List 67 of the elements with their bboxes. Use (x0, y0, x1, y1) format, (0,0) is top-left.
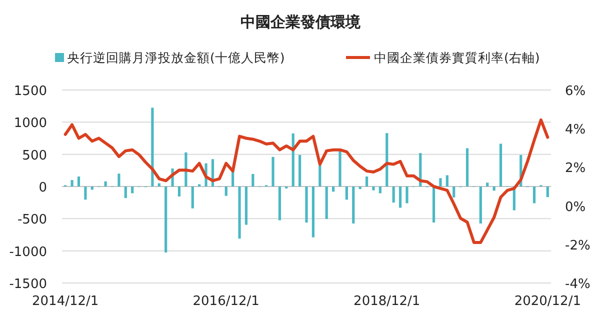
bar (252, 174, 254, 186)
y-tick-label: 0 (38, 180, 47, 196)
x-tick-label: 2016/12/1 (192, 294, 260, 309)
x-tick-label: 2018/12/1 (354, 294, 420, 309)
bar (452, 186, 456, 198)
y-tick-label: -500 (17, 212, 47, 228)
bar (131, 186, 134, 194)
bar (479, 186, 482, 224)
x-tick-label: 2014/12/1 (32, 294, 99, 309)
bar (446, 175, 448, 186)
y-tick-label: 500 (22, 148, 47, 164)
bar (546, 186, 549, 198)
bar (90, 186, 94, 190)
bar (499, 144, 502, 186)
y2-tick-label: -2% (565, 238, 590, 254)
bar (305, 186, 308, 223)
bar (358, 186, 362, 190)
bar (312, 186, 314, 238)
x-tick-label: 2020/12/1 (514, 294, 581, 309)
y-tick-label: -1000 (9, 244, 47, 260)
bar (178, 186, 181, 196)
bar (406, 186, 408, 204)
bar (278, 186, 282, 220)
y-tick-label: 1000 (14, 116, 47, 132)
bar (392, 186, 395, 203)
legend-label: 中國企業債券實質利率(右軸) (374, 50, 540, 65)
y-tick-label: -1500 (9, 277, 47, 292)
bar (466, 148, 469, 186)
bar (532, 186, 536, 204)
bar (70, 180, 74, 186)
bar (318, 165, 322, 186)
bar (191, 186, 194, 208)
bar (338, 149, 342, 186)
y2-tick-label: 2% (565, 161, 586, 176)
bar (386, 133, 388, 186)
bar (238, 186, 241, 239)
bar (118, 174, 120, 186)
bar (77, 176, 80, 186)
legend-label: 央行逆回購月淨投放金額(十億人民幣) (67, 50, 285, 65)
y2-tick-label: 4% (565, 122, 586, 138)
bar (104, 181, 107, 186)
bar (378, 186, 382, 194)
y2-tick-label: 0% (565, 200, 586, 215)
bar (398, 186, 402, 208)
chart-title: 中國企業發債環境 (240, 13, 362, 31)
bar (332, 186, 335, 192)
bar (352, 186, 355, 224)
bar (345, 186, 348, 200)
bar (365, 176, 368, 186)
y2-tick-label: 6% (565, 84, 586, 99)
bar (84, 186, 87, 200)
bar (124, 186, 127, 198)
bar (151, 108, 154, 186)
bar (432, 186, 436, 223)
bar (224, 186, 228, 196)
y2-tick-label: -4% (565, 277, 590, 292)
bar (486, 182, 489, 186)
y-tick-label: 1500 (14, 84, 47, 99)
bar (158, 183, 160, 186)
bar (244, 186, 248, 225)
bar (492, 186, 496, 191)
bar (164, 186, 168, 252)
bar (298, 154, 302, 186)
bar (272, 156, 274, 186)
bar (439, 178, 442, 186)
bar (325, 186, 328, 219)
bar (372, 186, 375, 190)
